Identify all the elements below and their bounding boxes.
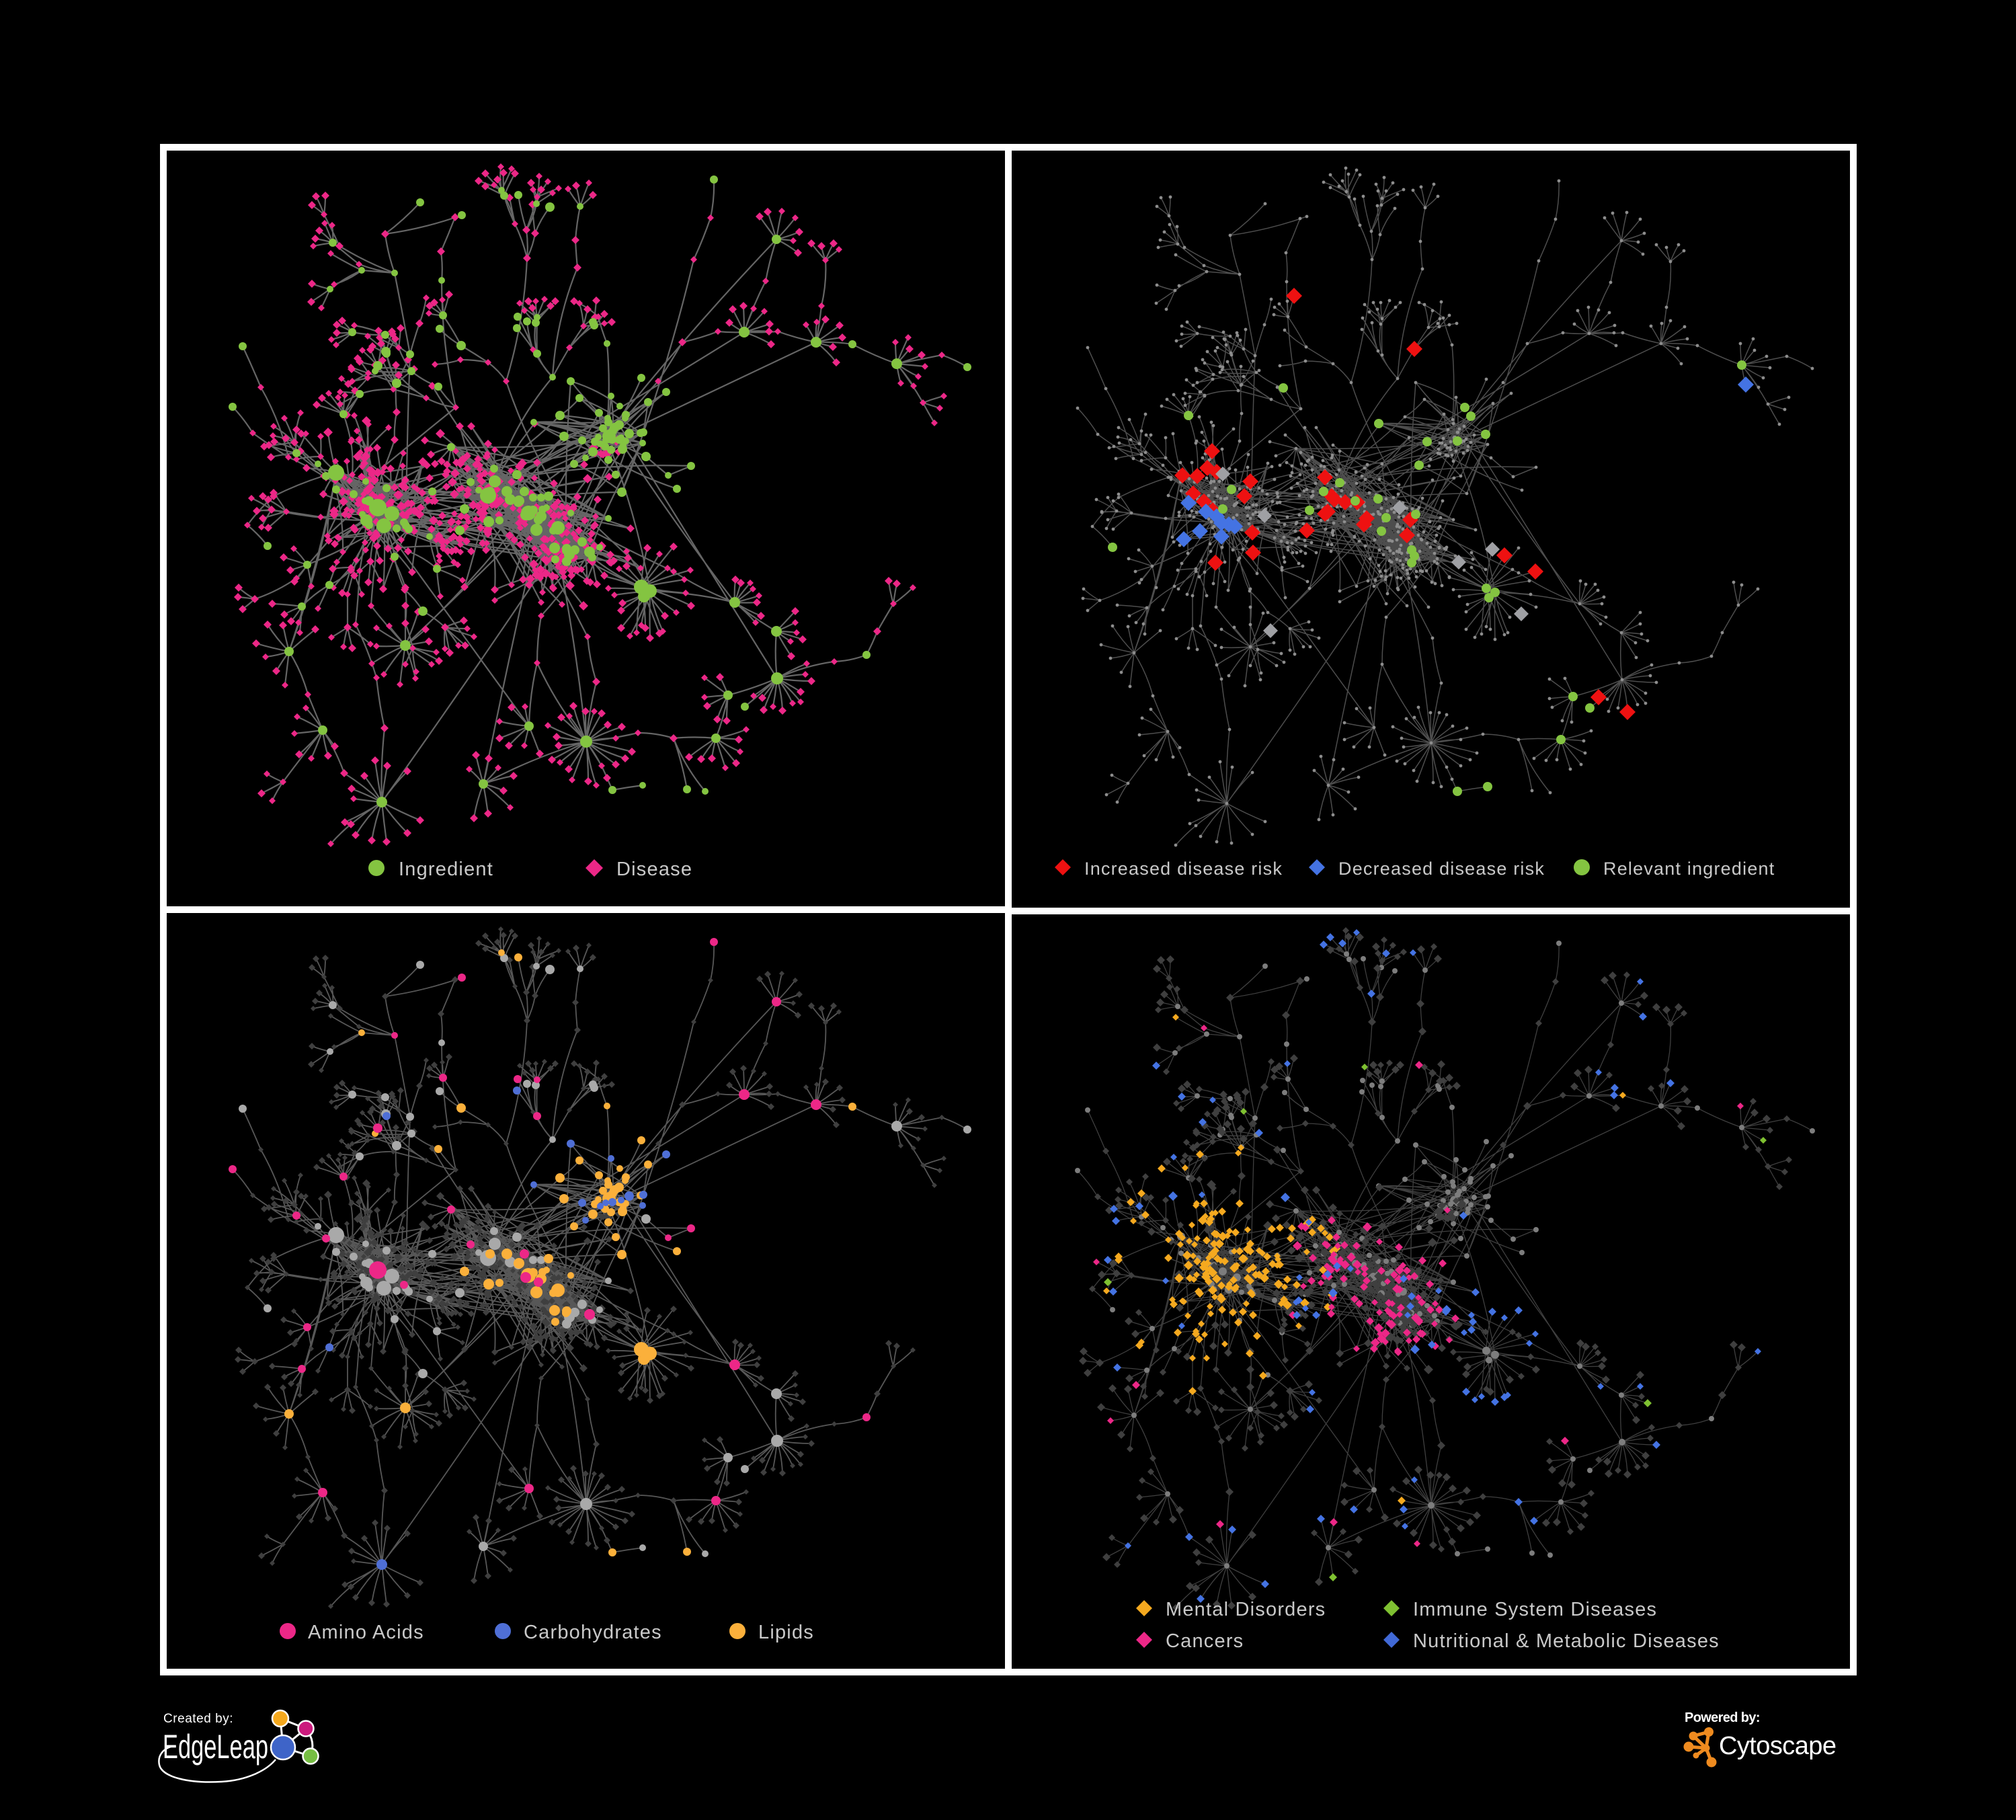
svg-text:EdgeLeap: EdgeLeap [163,1728,268,1766]
svg-text:Decreased disease risk: Decreased disease risk [1338,859,1545,879]
svg-text:Created by:: Created by: [163,1712,233,1726]
svg-text:Ingredient: Ingredient [399,859,493,880]
svg-text:Nutritional & Metabolic Diseas: Nutritional & Metabolic Diseases [1413,1630,1720,1652]
svg-text:Immune System Diseases: Immune System Diseases [1413,1599,1657,1620]
svg-text:Amino Acids: Amino Acids [308,1622,424,1643]
svg-text:Disease: Disease [616,859,692,880]
svg-text:Lipids: Lipids [758,1622,814,1643]
svg-text:Mental Disorders: Mental Disorders [1166,1599,1326,1620]
svg-text:Increased disease risk: Increased disease risk [1084,859,1283,879]
svg-text:Carbohydrates: Carbohydrates [524,1622,662,1643]
svg-text:Powered by:: Powered by: [1685,1710,1761,1725]
svg-text:Cancers: Cancers [1166,1630,1244,1652]
svg-text:Relevant ingredient: Relevant ingredient [1603,859,1775,879]
svg-text:Cytoscape: Cytoscape [1719,1732,1837,1760]
